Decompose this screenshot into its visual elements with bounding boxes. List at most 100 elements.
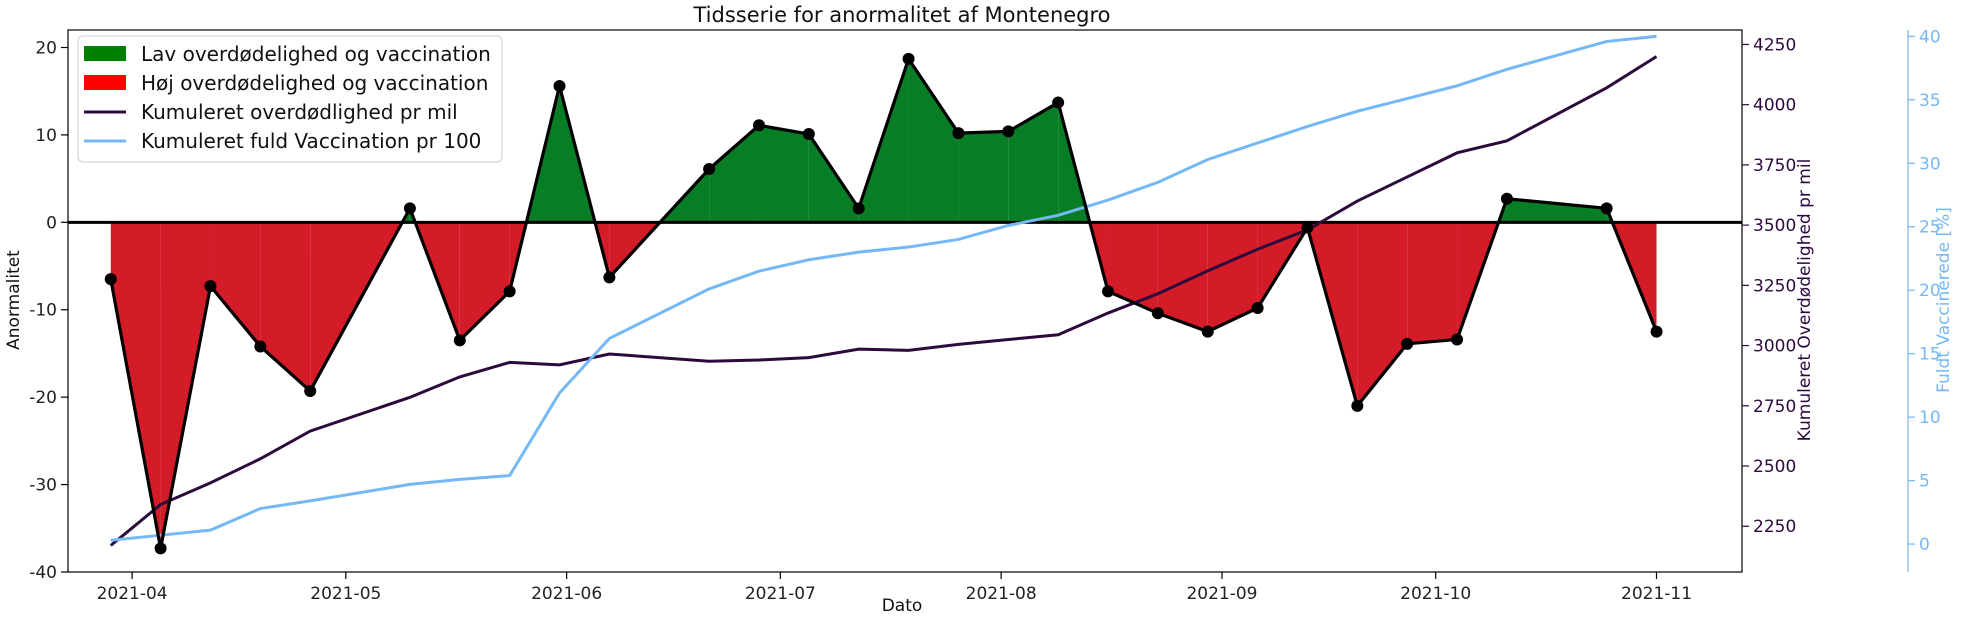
anomaly-fill-segment: [1407, 222, 1458, 344]
anomaly-point: [304, 385, 317, 398]
anomaly-point: [1251, 301, 1264, 314]
anomaly-point: [254, 340, 267, 353]
anomaly-point: [1500, 192, 1513, 205]
anomaly-fill-segment: [210, 222, 261, 347]
anomaly-point: [104, 273, 117, 286]
legend-patch: [84, 46, 126, 61]
anomaly-point: [403, 202, 416, 215]
anomaly-fill-segment: [1357, 222, 1408, 406]
y-left-tick-label: -30: [29, 476, 57, 496]
x-axis-title: Dato: [882, 596, 923, 616]
anomaly-point: [1301, 221, 1314, 234]
y-right-tick-label: 4000: [1753, 96, 1796, 116]
anomaly-point: [1451, 333, 1464, 346]
anomaly-fill-segment: [260, 222, 311, 392]
y-axis-right2-title: Fuldt Vaccinerede [%]: [1934, 207, 1954, 393]
y-right-tick-label: 3750: [1753, 156, 1796, 176]
x-tick-label: 2021-07: [745, 584, 816, 604]
legend-label: Kumuleret fuld Vaccination pr 100: [141, 129, 481, 153]
y-right-tick-label: 2750: [1753, 397, 1796, 417]
anomaly-fill-segment: [1207, 222, 1258, 332]
anomaly-fill-segment: [1008, 102, 1059, 223]
anomaly-point: [1052, 96, 1065, 109]
chart-title: Tidsserie for anormalitet af Montenegro: [692, 3, 1110, 27]
legend-label: Høj overdødelighed og vaccination: [141, 71, 488, 95]
anomaly-point: [603, 271, 616, 284]
anomaly-fill-segment: [459, 222, 510, 341]
y-left-tick-label: 20: [35, 38, 57, 58]
anomaly-fill-segment: [808, 134, 859, 223]
y-axis-right-title: Kumuleret Overdødelighed pr mil: [1795, 159, 1815, 442]
y-right-tick-label: 3000: [1753, 337, 1796, 357]
x-tick-label: 2021-06: [531, 584, 602, 604]
anomaly-point: [503, 285, 516, 298]
anomaly-fill-segment: [160, 222, 211, 549]
legend-patch: [84, 75, 126, 90]
anomaly-point: [1201, 325, 1214, 338]
mortality-line: [109, 55, 1658, 547]
anomaly-fill-segment: [709, 125, 759, 223]
y-right2-tick-label: 25: [1919, 218, 1941, 238]
y-right2-tick-label: 0: [1919, 535, 1930, 555]
y-right-tick-label: 3500: [1753, 216, 1796, 236]
y-axis-left-title: Anormalitet: [4, 250, 24, 350]
legend: Lav overdødelighed og vaccination Høj ove…: [77, 35, 503, 163]
legend-label: Lav overdødelighed og vaccination: [141, 42, 491, 66]
anomaly-fill-segment: [908, 58, 959, 223]
x-tick-label: 2021-08: [966, 584, 1037, 604]
y-right2-tick-label: 20: [1919, 281, 1941, 301]
y-axis-right2: 0 5 10 15 20 25 30 35 40: [1907, 27, 1941, 572]
anomaly-point: [1351, 399, 1364, 412]
y-right2-tick-label: 5: [1919, 472, 1930, 492]
anomaly-point: [852, 202, 865, 215]
y-right2-tick-label: 10: [1919, 408, 1941, 428]
y-right2-tick-label: 40: [1919, 27, 1941, 47]
anomaly-point: [204, 280, 217, 293]
anomaly-fill-segment: [110, 222, 161, 549]
anomaly-fill-segment: [1506, 198, 1607, 223]
anomaly-point: [1401, 337, 1414, 350]
y-left-tick-label: -20: [29, 388, 57, 408]
y-right-tick-label: 4250: [1753, 35, 1796, 55]
anomaly-point: [1102, 285, 1115, 298]
y-right2-tick-label: 30: [1919, 154, 1941, 174]
legend-box: [77, 35, 503, 163]
anomaly-point: [1600, 202, 1613, 215]
y-right-tick-label: 2250: [1753, 517, 1796, 537]
vaccination-line: [110, 34, 1657, 542]
y-axis-left: -40 -30 -20 -10 0 10 20: [29, 38, 68, 583]
x-tick-label: 2021-05: [310, 584, 381, 604]
y-left-tick-label: 0: [46, 213, 57, 233]
anomaly-point: [553, 79, 566, 92]
x-tick-label: 2021-10: [1400, 584, 1471, 604]
y-right2-tick-label: 35: [1919, 91, 1941, 111]
y-right-tick-label: 2500: [1753, 457, 1796, 477]
anomaly-point: [1002, 125, 1015, 138]
plot-frame: [67, 29, 1743, 573]
anomaly-point: [752, 119, 765, 132]
anomaly-point: [703, 162, 716, 175]
y-right-tick-label: 3250: [1753, 276, 1796, 296]
legend-label: Kumuleret overdødlighed pr mil: [141, 100, 458, 124]
anomaly-point: [1650, 325, 1663, 338]
anomaly-point: [952, 127, 965, 140]
anomaly-markers: [104, 52, 1663, 555]
anomaly-point: [453, 334, 466, 347]
y-axis-right: 2250 2500 2750 3000 3250 3500 3750 4000 4250: [1742, 35, 1796, 537]
anomaly-point: [902, 52, 915, 65]
x-tick-label: 2021-04: [97, 584, 168, 604]
anomaly-fill-segment: [1108, 222, 1158, 314]
y-left-tick-label: 10: [35, 126, 57, 146]
y-left-tick-label: -10: [29, 301, 57, 321]
y-right2-tick-label: 15: [1919, 345, 1941, 365]
x-tick-label: 2021-09: [1186, 584, 1257, 604]
anomaly-point: [154, 542, 167, 555]
anomaly-fill-segment: [758, 125, 809, 223]
y-left-tick-label: -40: [29, 563, 57, 583]
x-tick-label: 2021-11: [1621, 584, 1692, 604]
x-axis: 2021-04 2021-05 2021-06 2021-07 2021-08 2021-…: [97, 572, 1692, 604]
anomaly-point: [1151, 307, 1164, 320]
anomaly-fill-segment: [958, 131, 1009, 223]
anomaly-fill-segment: [1157, 222, 1208, 332]
